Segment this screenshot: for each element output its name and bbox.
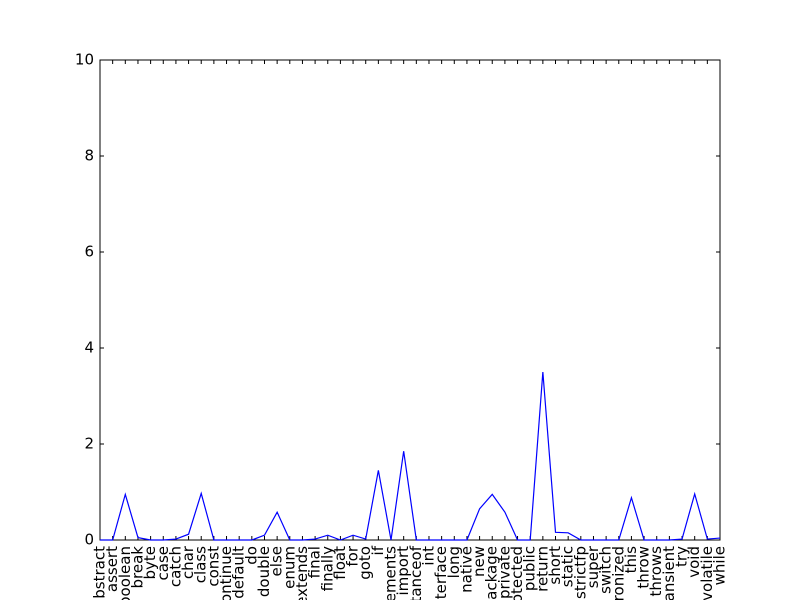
x-tick-label: do (242, 546, 260, 565)
x-tick-label: double (255, 546, 273, 597)
y-tick-label: 4 (84, 339, 94, 357)
x-tick-label: int (419, 546, 437, 566)
y-tick-label: 2 (84, 435, 94, 453)
x-tick-label: import (394, 546, 412, 596)
x-tick-label: float (331, 546, 349, 580)
x-tick-label: long (445, 546, 463, 578)
x-tick-label: static (559, 546, 577, 587)
plot-frame (99, 59, 721, 541)
x-tick-label: byte (141, 546, 159, 580)
x-tick-label: catch (166, 546, 184, 587)
x-tick-label: return (533, 546, 551, 592)
x-tick-label: boolean (116, 546, 134, 600)
x-tick-label: class (192, 546, 210, 583)
x-tick-label: throw (635, 546, 653, 589)
x-tick-label: void (685, 546, 703, 578)
line (100, 371, 721, 541)
x-tick-label: const (204, 546, 222, 587)
x-tick-label: synchronized (609, 546, 627, 600)
x-tick-label: enum (280, 546, 298, 589)
y-tick-label: 6 (84, 243, 94, 261)
x-tick-label: if (369, 545, 387, 555)
x-tick-label: implements (382, 546, 400, 600)
x-tick-label: super (584, 545, 602, 588)
x-tick-label: native (457, 546, 475, 593)
x-tick-label: public (521, 546, 539, 591)
x-tick-label: goto (356, 546, 374, 580)
x-tick-label: private (495, 546, 513, 599)
x-tick-label: this (622, 546, 640, 574)
x-tick-label: else (268, 546, 286, 576)
x-tick-label: finally (318, 546, 336, 591)
x-tick-label: case (154, 546, 172, 580)
x-tick-label: try (673, 546, 691, 567)
x-tick-label: volatile (698, 546, 716, 600)
x-tick-label: char (179, 545, 197, 579)
y-tick-label: 10 (75, 51, 94, 69)
x-tick-label: default (230, 546, 248, 599)
x-tick-label: interface (432, 546, 450, 600)
x-tick-label: strictfp (571, 546, 589, 599)
x-tick-label: protected (508, 546, 526, 600)
x-tick-label: final (306, 546, 324, 578)
x-tick-label: package (483, 546, 501, 600)
x-tick-label: extends (293, 546, 311, 600)
y-tick-label: 0 (84, 531, 94, 549)
y-tick-label: 8 (84, 147, 94, 165)
x-tick-label: break (128, 546, 146, 589)
x-tick-label: short (546, 546, 564, 585)
x-tick-label: switch (597, 546, 615, 594)
x-tick-label: instanceof (407, 545, 425, 600)
x-tick-label: assert (103, 546, 121, 592)
x-tick-label: continue (217, 546, 235, 600)
x-tick-label: new (470, 546, 488, 577)
x-tick-label: for (344, 545, 362, 566)
x-tick-label: throws (647, 546, 665, 597)
x-tick-label: transient (660, 546, 678, 600)
x-tick-label: while (711, 546, 729, 585)
x-tick-label: abstract (91, 546, 109, 600)
